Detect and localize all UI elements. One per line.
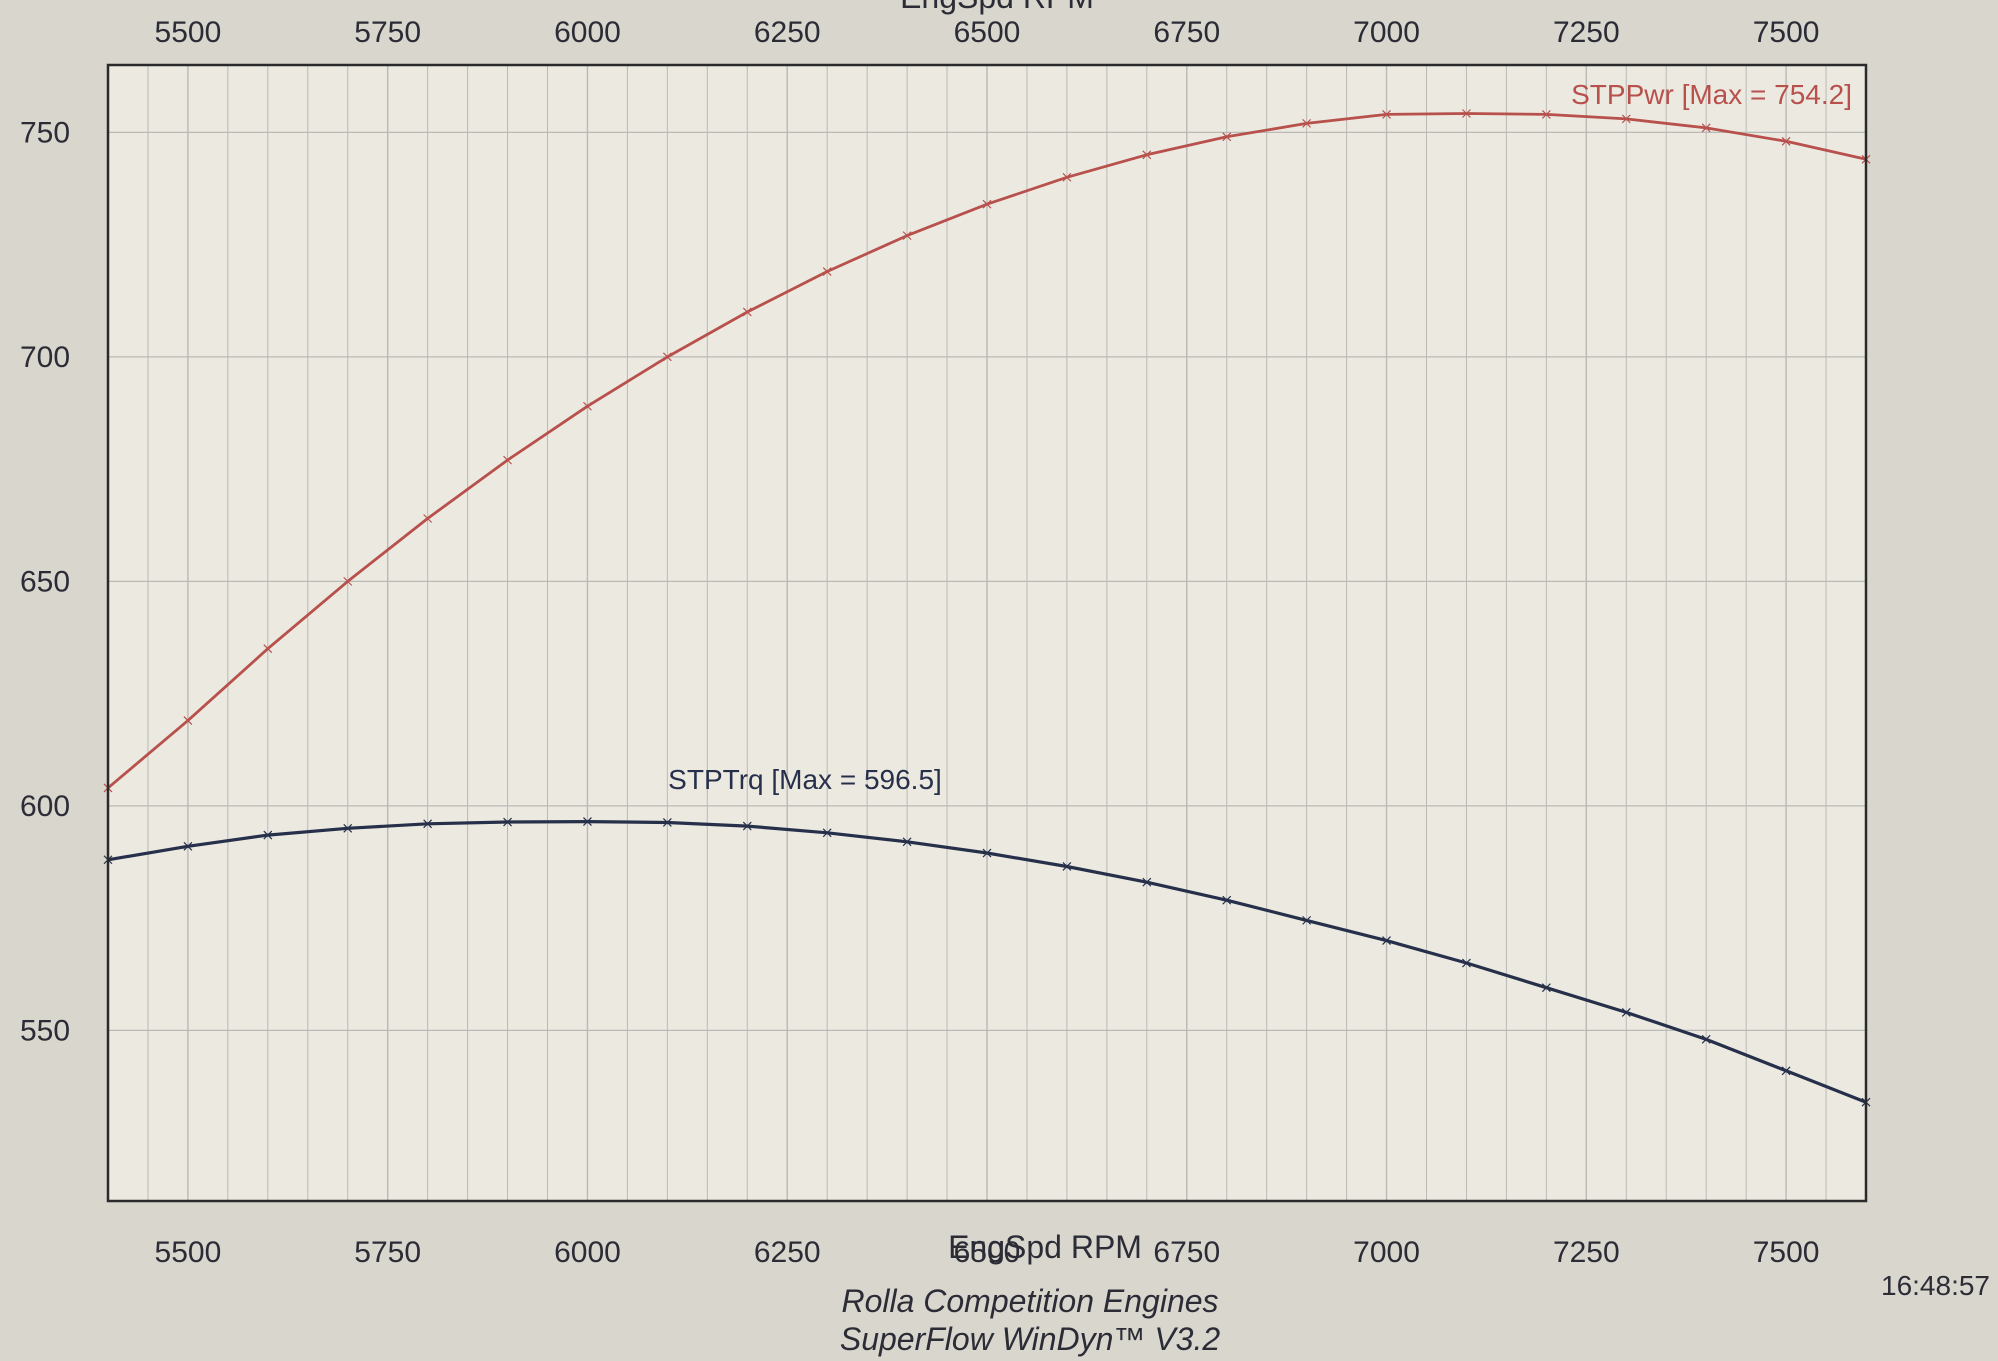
x-tick-label-top: 6500 [954,16,1021,49]
data-point-marker [1222,132,1232,142]
y-tick-label: 600 [20,790,70,823]
x-axis-title-top: EngSpd RPM [900,0,1094,15]
data-point-marker [1142,150,1152,160]
y-tick-label: 750 [20,116,70,149]
data-point-marker [662,818,672,827]
data-point-marker [742,307,752,317]
data-point-marker [343,576,353,586]
x-tick-label-bottom: 6250 [754,1236,821,1269]
x-tick-label-top: 6000 [554,16,621,49]
data-point-marker [503,817,512,827]
data-point-marker [263,830,273,840]
x-tick-label-top: 6750 [1153,16,1220,49]
series-label-stptrq: STPTrq [Max = 596.5] [668,764,942,795]
x-tick-label-top: 7000 [1353,16,1420,49]
data-point-marker [1062,862,1072,871]
x-tick-label-bottom: 6750 [1153,1236,1220,1269]
data-point-marker [183,716,193,725]
data-point-marker [1302,118,1312,128]
data-point-marker [1541,109,1551,119]
print-time: 16:48:57 [1881,1270,1990,1301]
footer-software: SuperFlow WinDyn™ V3.2 [840,1321,1221,1357]
data-point-marker [1701,123,1711,133]
data-point-marker [503,455,512,465]
x-tick-label-bottom: 7000 [1353,1236,1420,1269]
x-tick-label-top: 7500 [1753,16,1820,49]
data-point-marker [902,231,912,241]
data-point-marker [902,837,912,847]
data-point-marker [1462,109,1471,118]
y-tick-label: 700 [20,341,70,374]
data-point-marker [742,821,752,831]
data-point-marker [982,199,992,209]
data-point-marker [822,267,832,276]
data-point-marker [1462,958,1471,968]
data-point-marker [662,352,672,362]
data-point-marker [583,401,592,411]
x-axis-title-bottom: EngSpd RPM [948,1229,1142,1265]
data-point-marker [343,823,353,833]
x-tick-label-top: 5500 [155,16,222,49]
data-point-marker [1382,936,1391,945]
data-point-marker [1382,109,1391,119]
data-point-marker [1701,1034,1711,1044]
x-tick-label-top: 7250 [1553,16,1620,49]
data-point-marker [822,828,832,838]
data-point-marker [183,841,193,851]
data-point-marker [1781,136,1791,146]
x-tick-label-bottom: 6500 [954,1236,1021,1269]
footer-company: Rolla Competition Engines [841,1283,1218,1319]
x-tick-label-bottom: 5750 [354,1236,421,1269]
grid [107,65,1867,1201]
series-label-stppwr: STPPwr [Max = 754.2] [1571,79,1852,110]
data-point-marker [423,514,433,523]
data-point-marker [1781,1066,1791,1076]
data-point-marker [1621,1007,1631,1017]
tick-labels: 5500 5500 5750 5750 6000 6000 6250 6250 6500 6500… [20,16,1819,1269]
data-point-marker [1621,114,1631,124]
data-point-marker [1142,877,1152,887]
y-tick-label: 650 [20,565,70,598]
x-tick-label-bottom: 6000 [554,1236,621,1269]
data-point-marker [263,644,273,654]
data-point-marker [423,819,433,829]
x-tick-label-bottom: 7500 [1753,1236,1820,1269]
x-tick-label-bottom: 5500 [155,1236,222,1269]
data-point-marker [1541,983,1551,993]
x-tick-label-top: 5750 [354,16,421,49]
y-tick-label: 550 [20,1014,70,1047]
x-tick-label-bottom: 7250 [1553,1236,1620,1269]
data-point-marker [982,848,992,858]
plot-frame [106,63,1868,1203]
data-point-marker [1302,915,1312,925]
data-point-marker [1222,895,1232,905]
data-point-marker [1062,172,1072,182]
x-tick-label-top: 6250 [754,16,821,49]
data-point-marker [583,817,592,827]
